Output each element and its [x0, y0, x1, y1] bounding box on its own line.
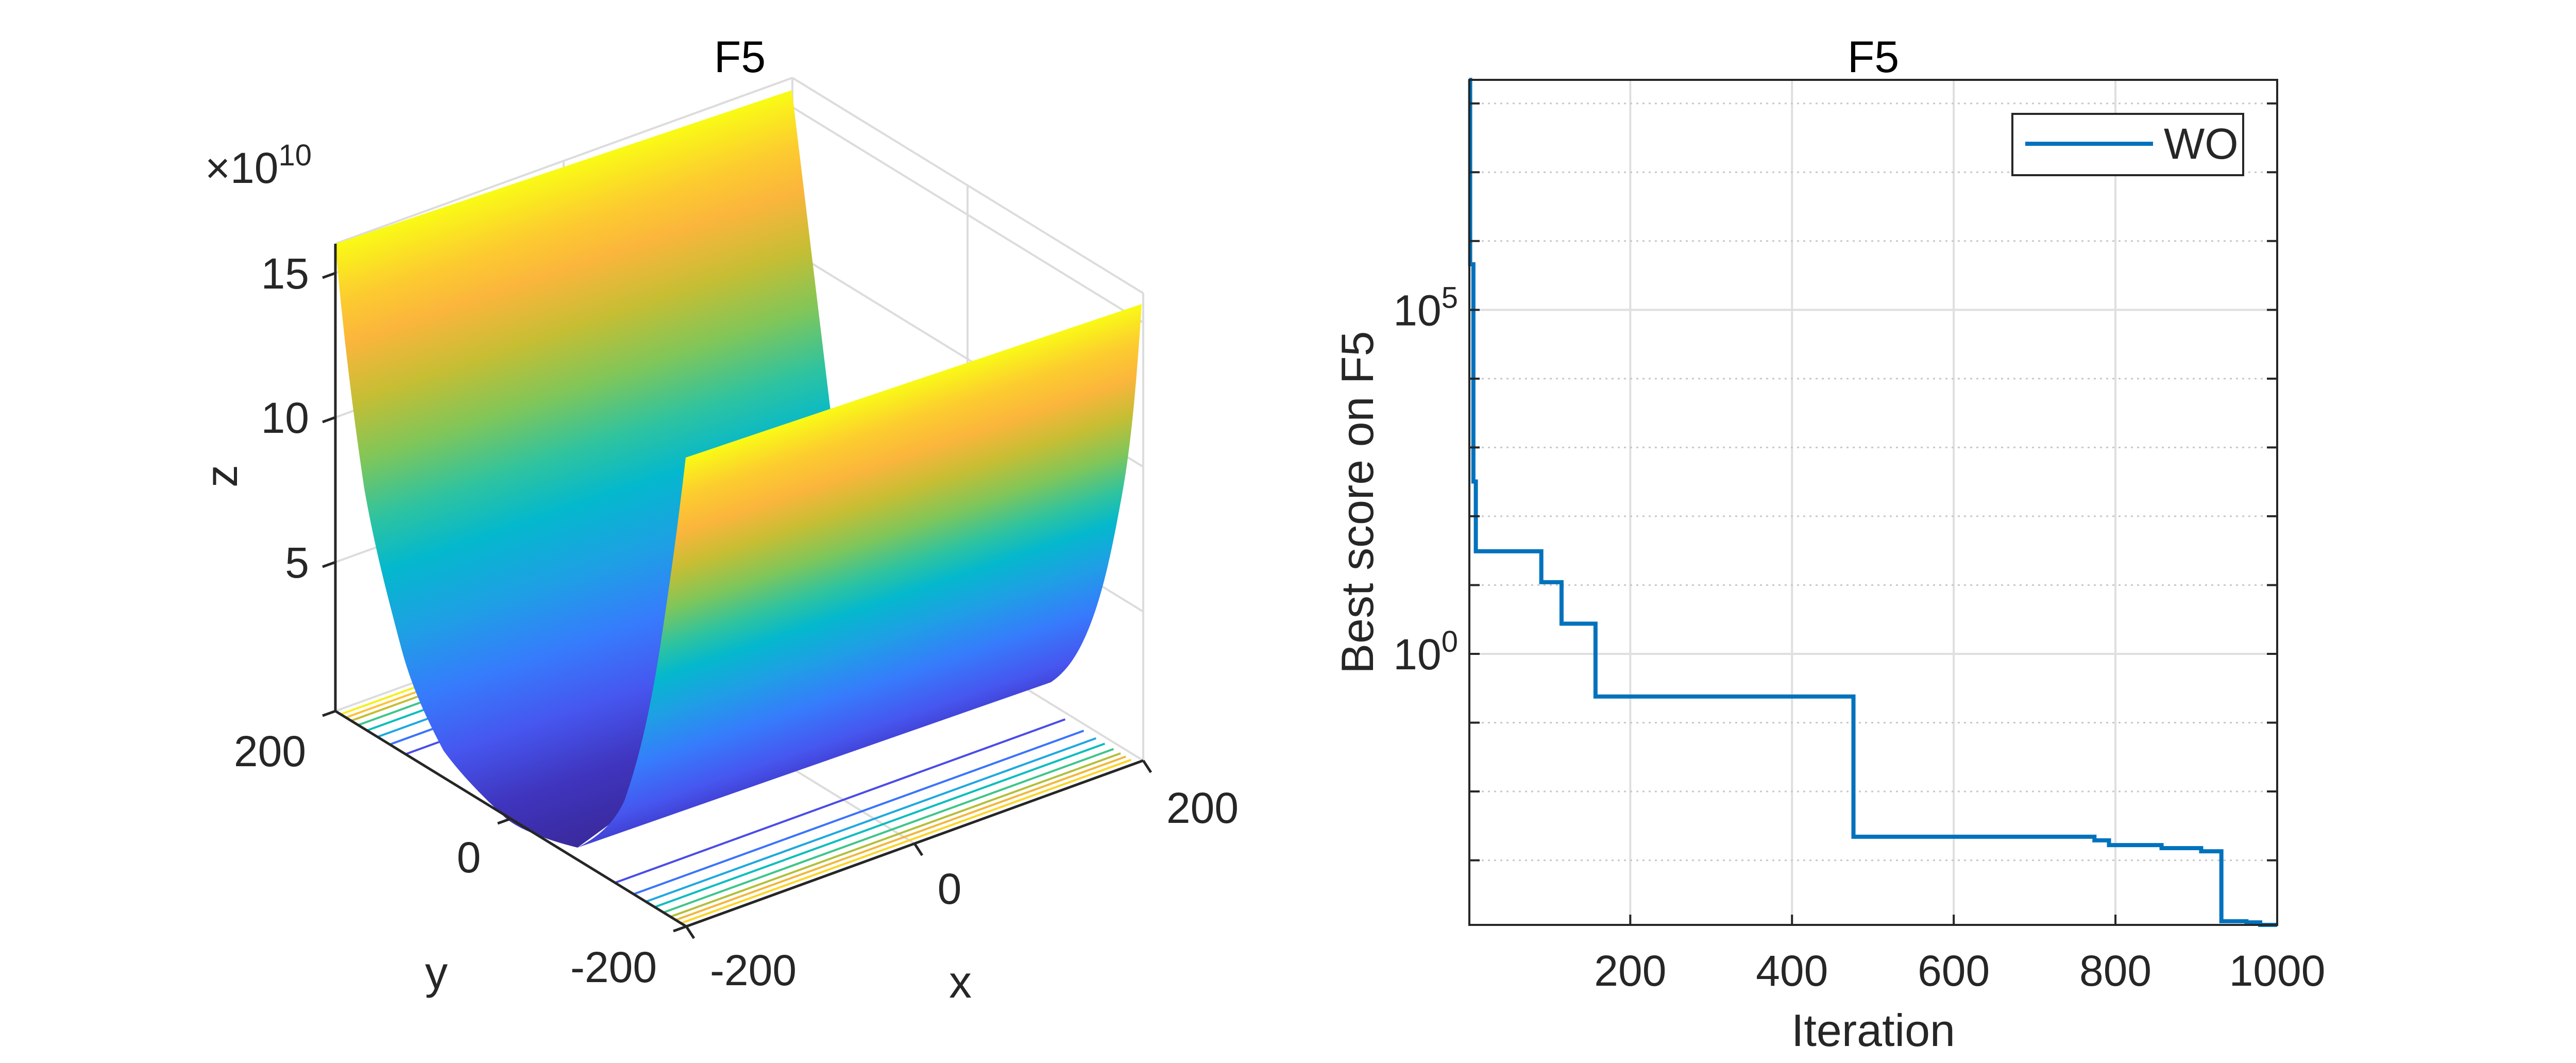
contour-line	[615, 718, 1066, 884]
surface	[335, 90, 1142, 848]
contour-line	[681, 758, 1132, 924]
convergence-title: F5	[1848, 32, 1899, 82]
x-axis-label: x	[949, 956, 972, 1007]
y-tick-label: 100	[1393, 625, 1458, 679]
y-tick-base: 10	[1393, 630, 1441, 679]
y-axis-label: y	[425, 947, 448, 998]
z-tick	[322, 416, 336, 424]
y-tick-exp: 5	[1442, 281, 1458, 314]
legend-label-wo: WO	[2164, 120, 2239, 168]
y-tick-label: 0	[457, 833, 481, 882]
y-axis-label: Best score on F5	[1332, 331, 1383, 673]
y-tick-label: -200	[570, 943, 657, 991]
surface-plot: F5	[196, 32, 1239, 1007]
z-axis-label: z	[196, 465, 247, 487]
plot-frame	[1468, 79, 2278, 926]
y-tick	[497, 817, 511, 825]
z-tick-label: 10	[261, 394, 309, 442]
z-tick-label: 15	[261, 249, 309, 298]
convergence-plot: F5 200 400 600 800 1000 100 105 Iteratio…	[1332, 32, 2325, 1056]
series-line-wo	[1468, 78, 2277, 927]
x-tick-label: 800	[2079, 947, 2151, 995]
x-tick-label: 600	[1918, 947, 1990, 995]
x-tick-label: 200	[1166, 784, 1239, 832]
y-tick-exp: 0	[1442, 625, 1458, 659]
x-tick-label: 1000	[2229, 947, 2326, 995]
x-tick	[1142, 760, 1153, 773]
x-axis-label: Iteration	[1791, 1005, 1955, 1056]
convergence-ticks	[1469, 102, 2278, 925]
grid-line	[791, 106, 1144, 324]
z-multiplier-base: ×10	[205, 144, 279, 192]
z-tick-label: 5	[285, 538, 309, 587]
x-tick-label: 400	[1756, 947, 1828, 995]
contour-line	[654, 743, 1106, 908]
legend[interactable]: WO	[2011, 113, 2244, 176]
y-tick-label: 105	[1393, 281, 1458, 334]
z-tick	[322, 561, 336, 568]
contour-line	[675, 755, 1126, 921]
convergence-grid	[1469, 80, 2277, 925]
surface-front-wall	[578, 304, 1142, 848]
z-tick	[322, 272, 336, 279]
surface-axes: 5 10 15 ×1010 z 200 0 -200 y -200 0 200 …	[196, 139, 1239, 1007]
x-tick-label: 0	[938, 865, 962, 913]
y-axis	[334, 710, 687, 928]
z-tick	[322, 710, 336, 717]
x-tick-label: -200	[710, 946, 796, 994]
x-tick	[685, 925, 696, 939]
contour-line	[670, 752, 1121, 918]
y-tick-base: 10	[1393, 286, 1441, 334]
y-tick	[673, 925, 687, 933]
surface-title: F5	[714, 32, 766, 82]
contour-line	[633, 730, 1084, 896]
contour-line	[646, 737, 1097, 903]
x-tick	[913, 842, 924, 856]
z-multiplier-exp: 10	[279, 139, 312, 172]
x-tick-label: 200	[1594, 947, 1666, 995]
z-multiplier: ×1010	[205, 139, 312, 192]
y-tick-label: 200	[234, 727, 306, 775]
contour-line	[663, 748, 1114, 914]
